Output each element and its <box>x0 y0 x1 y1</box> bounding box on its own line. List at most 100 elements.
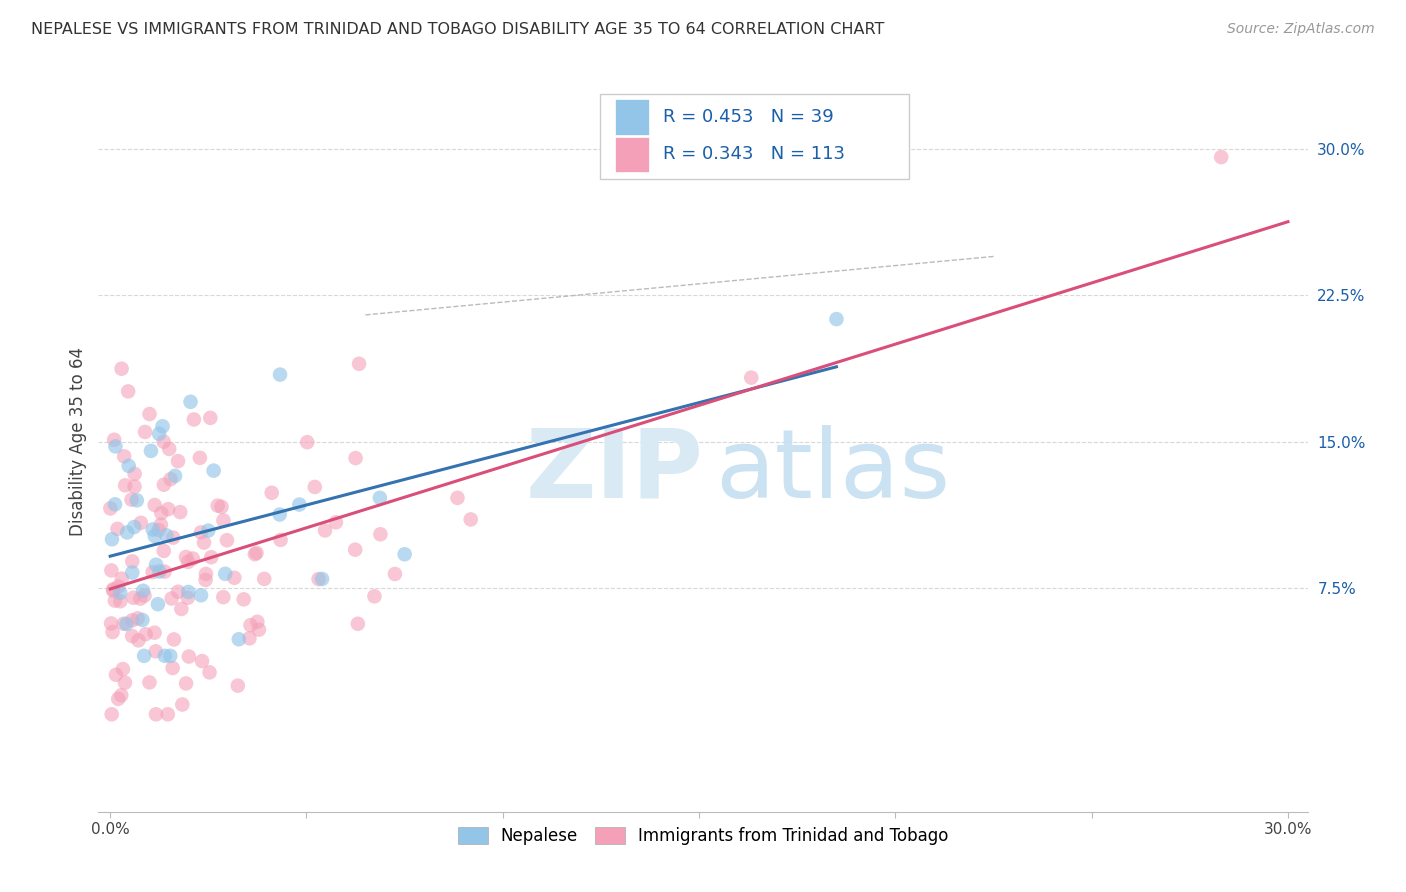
Point <box>152 544 174 558</box>
Point <box>446 491 468 505</box>
Point <box>104 439 127 453</box>
Text: atlas: atlas <box>716 425 950 517</box>
Point <box>238 632 260 646</box>
Point <box>145 644 167 658</box>
Point <box>215 533 238 548</box>
Point <box>194 573 217 587</box>
Point <box>153 477 176 491</box>
Point <box>172 698 194 712</box>
FancyBboxPatch shape <box>614 100 648 135</box>
Point <box>98 501 121 516</box>
Point <box>169 505 191 519</box>
Point <box>132 583 155 598</box>
Point <box>110 586 132 600</box>
Point <box>228 632 250 647</box>
Point <box>177 649 200 664</box>
FancyBboxPatch shape <box>600 94 908 178</box>
Point <box>131 613 153 627</box>
Point <box>156 707 179 722</box>
Point <box>200 410 222 425</box>
Point <box>177 585 200 599</box>
Point <box>117 384 139 399</box>
Point <box>138 407 160 421</box>
Point <box>110 688 132 702</box>
Point <box>314 524 336 538</box>
Point <box>174 549 197 564</box>
Point <box>152 419 174 434</box>
Point <box>121 566 143 580</box>
Point <box>143 529 166 543</box>
Point <box>198 665 221 680</box>
Point <box>152 434 174 449</box>
Point <box>145 558 167 572</box>
Point <box>143 498 166 512</box>
Point <box>384 566 406 581</box>
Point <box>153 648 176 663</box>
Point <box>103 433 125 447</box>
Point <box>112 450 135 464</box>
Point <box>239 618 262 632</box>
Point <box>150 506 173 520</box>
Point <box>134 425 156 439</box>
Point <box>121 492 143 507</box>
Point <box>148 426 170 441</box>
Legend: Nepalese, Immigrants from Trinidad and Tobago: Nepalese, Immigrants from Trinidad and T… <box>451 820 955 852</box>
Point <box>207 499 229 513</box>
Point <box>269 508 291 522</box>
Point <box>104 667 127 681</box>
Point <box>368 491 391 505</box>
Point <box>148 565 170 579</box>
Point <box>145 707 167 722</box>
Point <box>167 584 190 599</box>
Point <box>460 512 482 526</box>
Point <box>304 480 326 494</box>
Point <box>159 472 181 486</box>
Point <box>118 458 141 473</box>
Point <box>200 550 222 565</box>
Point <box>188 450 211 465</box>
Point <box>138 675 160 690</box>
Point <box>163 468 186 483</box>
Point <box>111 572 134 586</box>
Point <box>170 602 193 616</box>
Point <box>104 497 127 511</box>
Point <box>111 662 134 676</box>
Point <box>190 525 212 540</box>
Point <box>363 589 385 603</box>
Point <box>214 566 236 581</box>
Point <box>253 572 276 586</box>
Point <box>347 357 370 371</box>
Point <box>100 563 122 577</box>
Point <box>825 312 848 326</box>
Point <box>308 572 330 586</box>
Point <box>155 528 177 542</box>
Text: Source: ZipAtlas.com: Source: ZipAtlas.com <box>1227 22 1375 37</box>
Point <box>121 629 143 643</box>
Point <box>243 547 266 561</box>
Point <box>232 592 254 607</box>
Text: ZIP: ZIP <box>524 425 703 517</box>
Point <box>129 591 152 606</box>
Point <box>107 580 129 594</box>
Point <box>269 368 291 382</box>
Point <box>344 542 367 557</box>
Point <box>224 571 246 585</box>
Point <box>260 485 283 500</box>
Point <box>101 583 124 598</box>
Point <box>226 679 249 693</box>
Point <box>181 551 204 566</box>
Point <box>112 616 135 631</box>
Point <box>325 516 347 530</box>
Text: R = 0.343   N = 113: R = 0.343 N = 113 <box>664 145 845 163</box>
Point <box>122 520 145 534</box>
Point <box>115 616 138 631</box>
Point <box>101 533 124 547</box>
Point <box>114 478 136 492</box>
Point <box>194 566 217 581</box>
Point <box>101 625 124 640</box>
Point <box>394 547 416 561</box>
Y-axis label: Disability Age 35 to 64: Disability Age 35 to 64 <box>69 347 87 536</box>
Point <box>270 533 292 547</box>
Point <box>740 370 762 384</box>
Point <box>288 498 311 512</box>
